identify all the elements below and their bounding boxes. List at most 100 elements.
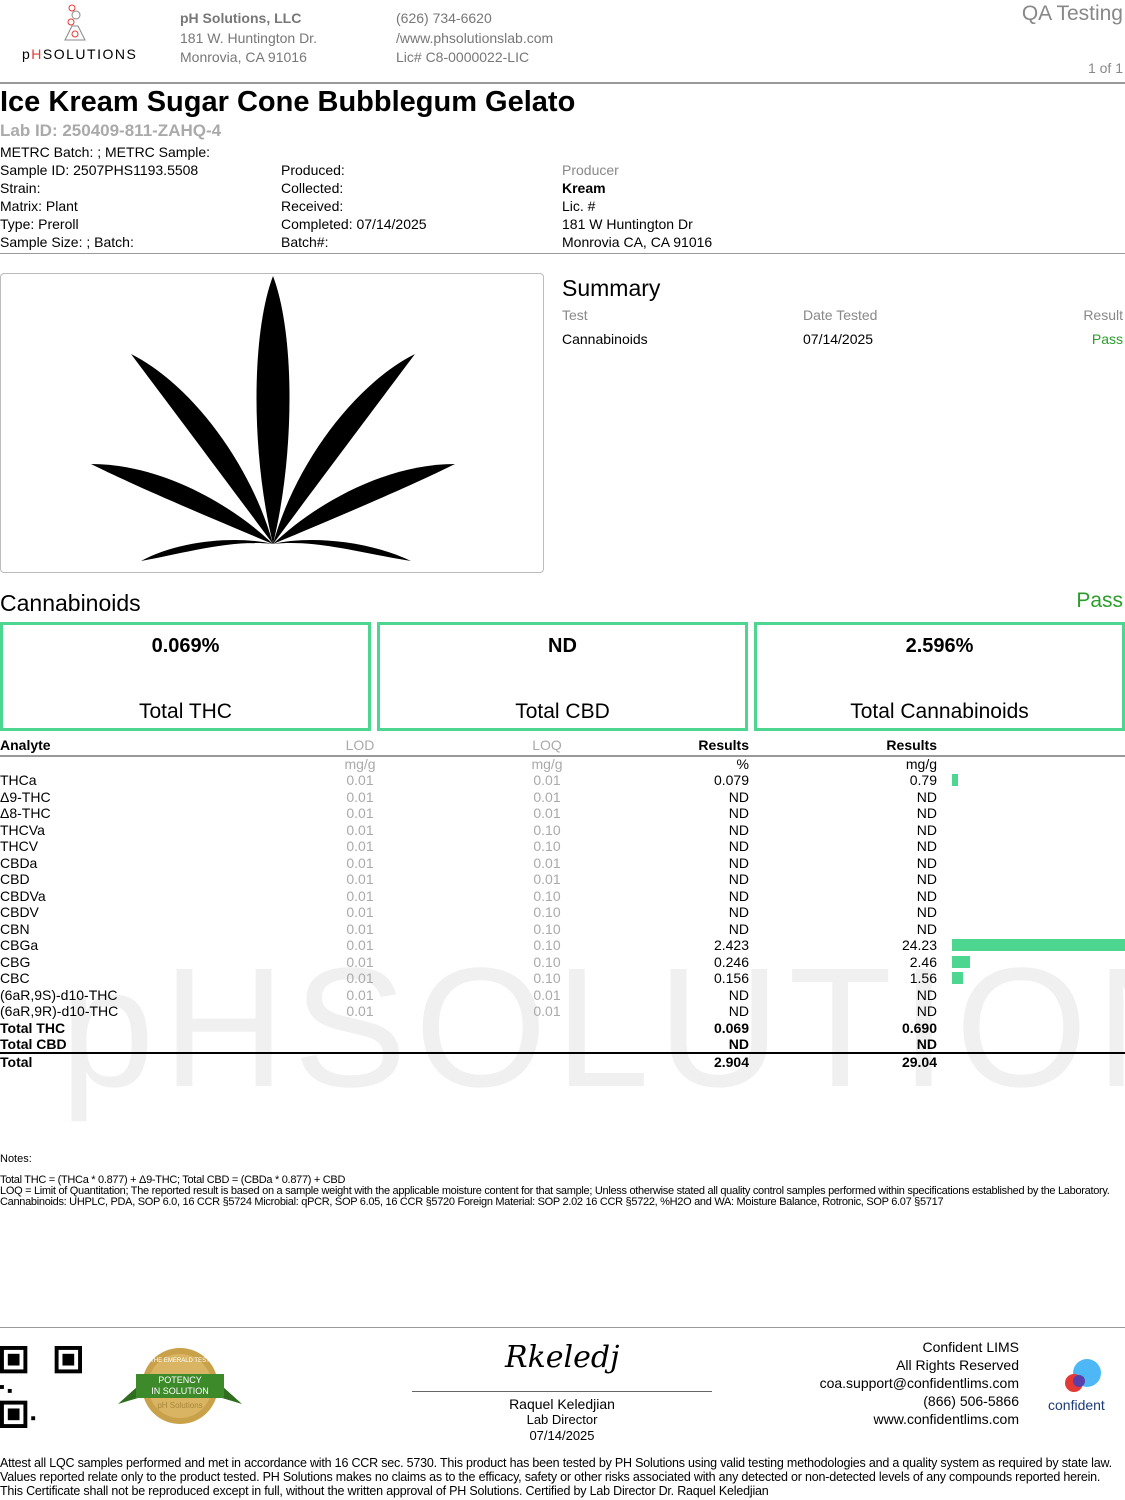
analyte: CBDa: [0, 854, 38, 871]
loq: 0.10: [533, 920, 561, 937]
result-mgg: ND: [916, 904, 937, 920]
result-bar: [952, 774, 958, 786]
summary-test: Cannabinoids: [562, 331, 648, 347]
loq: 0.10: [533, 821, 561, 838]
table-row: CBD 0.01 0.01 ND ND: [0, 871, 1125, 888]
result-mgg: ND: [916, 805, 937, 821]
table-row: CBDa 0.01 0.01 ND ND: [0, 855, 1125, 872]
result-bar: [952, 939, 1125, 951]
result-percent: ND: [728, 788, 749, 805]
table-row: CBG 0.01 0.10 0.246 2.46: [0, 954, 1125, 971]
lod: 0.01: [346, 772, 374, 788]
table-header: Analyte LOD LOQ Results Results: [0, 737, 937, 753]
analyte: Δ9-THC: [0, 788, 51, 805]
summary-result: Pass: [1091, 331, 1123, 347]
logo-icon: [60, 2, 90, 42]
analyte: THCV: [0, 838, 39, 854]
lod: 0.01: [346, 838, 374, 854]
table-units: mg/g mg/g% mg/g: [344, 756, 937, 772]
product-image: [0, 273, 544, 573]
result-mgg: ND: [916, 1003, 937, 1019]
loq: 0.01: [533, 805, 561, 821]
table-row: CBDV 0.01 0.10 ND ND: [0, 904, 1125, 921]
notes-label: Notes:: [0, 1153, 32, 1165]
lims-info: Confident LIMS All Rights Reserved coa.sup…: [819, 1339, 1019, 1427]
svg-text:THE EMERALD TEST: THE EMERALD TEST: [150, 1358, 210, 1364]
result-mgg: ND: [916, 854, 937, 871]
total-thc-box: 0.069% Total THC: [0, 622, 371, 731]
analyte: THCVa: [0, 821, 45, 838]
notes-loq: LOQ = Limit of Quantitation; The reporte…: [0, 1185, 1110, 1208]
loq: 0.01: [533, 986, 561, 1003]
lod: 0.01: [346, 821, 374, 838]
lod: 0.01: [346, 1003, 374, 1019]
analyte: CBG: [0, 953, 31, 970]
summary-title: Summary: [562, 275, 661, 301]
result-percent: ND: [728, 1003, 749, 1019]
table-row: Δ9-THC 0.01 0.01 ND ND: [0, 789, 1125, 806]
analyte: CBGa: [0, 937, 39, 953]
lod: 0.01: [346, 970, 374, 986]
summary-header-date: Date Tested: [803, 307, 878, 323]
result-percent: ND: [728, 821, 749, 838]
table-row: THCa 0.01 0.01 0.079 0.79: [0, 772, 1125, 789]
total-cannabinoids-box: 2.596% Total Cannabinoids: [754, 622, 1125, 731]
company-name: pH Solutions, LLC: [180, 10, 302, 26]
result-mgg: ND: [916, 838, 937, 854]
result-percent: ND: [728, 904, 749, 920]
loq: 0.01: [533, 772, 561, 788]
company-address1: 181 W. Huntington Dr.: [180, 29, 317, 46]
company-website[interactable]: /www.phsolutionslab.com: [396, 29, 554, 46]
table-row: THCVa 0.01 0.10 ND ND: [0, 822, 1125, 839]
table-row: CBDVa 0.01 0.10 ND ND: [0, 888, 1125, 905]
lod: 0.01: [346, 805, 374, 821]
loq: 0.10: [533, 970, 561, 986]
loq: 0.01: [533, 788, 561, 805]
result-mgg: ND: [916, 986, 937, 1003]
analyte: CBDVa: [0, 887, 46, 904]
dates-info: Produced: Collected: Received: Completed: 0…: [281, 162, 427, 250]
result-mgg: ND: [916, 887, 937, 904]
cannabis-leaf-icon: [91, 276, 455, 561]
result-mgg: 2.46: [909, 953, 937, 970]
table-row: (6aR,9S)-d10-THC 0.01 0.01 ND ND: [0, 987, 1125, 1004]
table-row: Δ8-THC 0.01 0.01 ND ND: [0, 805, 1125, 822]
result-mgg: 1.56: [909, 970, 937, 986]
loq: 0.10: [533, 887, 561, 904]
lod: 0.01: [346, 871, 374, 887]
table-row: CBGa 0.01 0.10 2.423 24.23: [0, 937, 1125, 954]
company-license: Lic# C8-0000022-LIC: [396, 49, 530, 65]
result-mgg: ND: [916, 821, 937, 838]
cannabinoids-title: Cannabinoids: [0, 590, 141, 616]
table-row: CBN 0.01 0.10 ND ND: [0, 921, 1125, 938]
report-type: QA Testing: [1021, 2, 1123, 25]
product-title: Ice Kream Sugar Cone Bubblegum Gelato: [0, 86, 576, 118]
loq: 0.10: [533, 838, 561, 854]
analyte: CBD: [0, 871, 30, 887]
total-cbd-box: ND Total CBD: [377, 622, 748, 731]
page-number: 1 of 1: [1087, 60, 1123, 76]
producer-info: Producer Kream Lic. # 181 W Huntington D…: [562, 162, 713, 250]
loq: 0.01: [533, 854, 561, 871]
result-percent: ND: [728, 805, 749, 821]
analyte: (6aR,9S)-d10-THC: [0, 986, 118, 1003]
analyte: Δ8-THC: [0, 805, 51, 821]
analyte: CBN: [0, 920, 30, 937]
result-percent: ND: [728, 887, 749, 904]
analyte: (6aR,9R)-d10-THC: [0, 1003, 119, 1019]
qr-code[interactable]: [0, 1346, 82, 1428]
analyte: CBDV: [0, 904, 39, 920]
result-percent: 2.423: [713, 937, 749, 953]
result-mgg: 24.23: [901, 937, 937, 953]
lod: 0.01: [346, 986, 374, 1003]
analyte: THCa: [0, 772, 37, 788]
result-percent: ND: [728, 920, 749, 937]
result-bar: [952, 972, 964, 984]
result-mgg: 0.79: [909, 772, 937, 788]
lod: 0.01: [346, 788, 374, 805]
lod: 0.01: [346, 854, 374, 871]
sign-date: 07/14/2025: [529, 1428, 595, 1443]
total-row: Total CBD ND ND: [0, 1036, 937, 1052]
loq: 0.10: [533, 937, 561, 953]
loq: 0.10: [533, 953, 561, 970]
